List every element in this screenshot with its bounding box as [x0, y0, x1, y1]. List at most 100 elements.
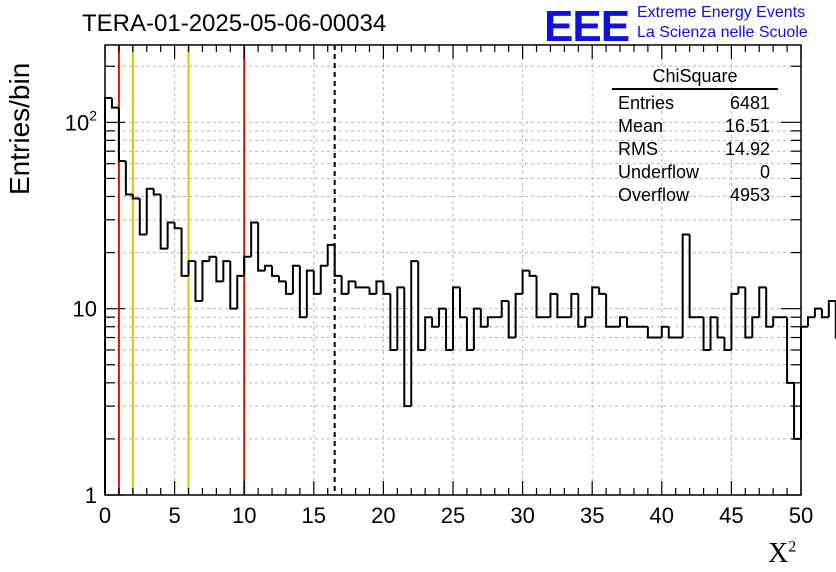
histogram-bin: [166, 221, 175, 249]
histogram-bin: [354, 281, 363, 289]
logo-line-2: La Scienza nelle Scuole: [637, 24, 808, 41]
histogram-bin: [793, 382, 801, 440]
x-tick-label: 25: [441, 503, 465, 528]
histogram-bin: [138, 198, 147, 236]
histogram-bin: [744, 287, 753, 339]
x-tick-label: 20: [371, 503, 395, 528]
histogram-bin: [410, 260, 419, 407]
stats-row: Entries 6481: [612, 93, 778, 116]
histogram-bin: [124, 161, 133, 196]
histogram-bin: [347, 280, 356, 294]
histogram-bin: [236, 274, 245, 309]
histogram-bin: [298, 265, 307, 319]
histogram-bin: [716, 317, 725, 339]
histogram-bin: [382, 281, 391, 295]
histogram-bin: [145, 187, 154, 235]
histogram-bin: [257, 222, 266, 272]
y-tick-label: 1: [85, 483, 97, 508]
histogram-bin: [131, 194, 140, 200]
histogram-bin: [730, 292, 739, 351]
histogram-bin: [723, 337, 732, 352]
histogram-bin: [424, 316, 433, 351]
histogram-bin: [180, 228, 189, 277]
histogram-bin: [660, 325, 669, 338]
y-tick-label-exp: 2: [89, 107, 97, 123]
eee-logo: EEE: [544, 2, 630, 51]
histogram-bin: [772, 316, 781, 327]
histogram-bin: [340, 275, 349, 295]
stats-row: RMS 14.92: [612, 139, 778, 162]
histogram-bin: [535, 275, 544, 319]
histogram-bin: [681, 233, 690, 338]
stats-row: Mean 16.51: [612, 116, 778, 139]
stats-value: 14.92: [724, 139, 770, 159]
histogram-bin: [417, 261, 426, 352]
histogram-bin: [194, 261, 203, 302]
histogram-bin: [117, 107, 126, 163]
histogram-bin: [806, 316, 815, 327]
histogram-bin: [528, 270, 537, 277]
histogram-bin: [702, 317, 711, 352]
histogram-bin: [264, 264, 273, 271]
y-axis-label: Entries/bin: [4, 62, 35, 195]
histogram-bin: [229, 261, 238, 310]
histogram-bin: [472, 307, 481, 351]
y-tick-label-base: 10: [65, 110, 89, 135]
histogram-bin: [646, 326, 655, 339]
histogram-bin: [375, 280, 384, 294]
histogram-bin: [458, 287, 467, 319]
histogram-bin: [521, 269, 530, 294]
stats-box: ChiSquare Entries 6481 Mean 16.51 RMS 14.92…: [612, 66, 778, 208]
stats-row: Overflow 4953: [612, 185, 778, 208]
histogram-bin: [813, 307, 822, 318]
histogram-bin: [758, 286, 767, 318]
histogram-bin: [452, 286, 460, 351]
histogram-bin: [827, 299, 836, 318]
histogram-bin: [278, 275, 286, 283]
histogram-bin: [333, 244, 342, 277]
x-axis-label-exp: 2: [788, 538, 797, 556]
stats-value: 16.51: [724, 116, 770, 136]
x-axis-label-base: X: [768, 538, 789, 569]
histogram-bin: [250, 221, 259, 257]
x-tick-label: 10: [232, 503, 256, 528]
histogram-bin: [110, 98, 119, 109]
histogram-bin: [305, 269, 314, 318]
histogram-bin: [765, 287, 774, 328]
stats-label: Mean: [618, 116, 664, 136]
stats-title: ChiSquare: [652, 66, 738, 86]
stats-value: 6481: [729, 93, 770, 113]
histogram-bin: [152, 188, 161, 196]
histogram-bin: [431, 317, 440, 328]
histogram-bin: [396, 286, 405, 351]
histogram-bin: [403, 287, 412, 408]
histogram-bin: [271, 265, 279, 277]
histogram-bin: [326, 243, 335, 266]
y-tick-label-base: 1: [85, 483, 97, 508]
histogram-bin: [104, 97, 112, 495]
x-tick-label: 50: [789, 503, 813, 528]
y-tick-label: 102: [65, 107, 97, 135]
x-tick-label: 40: [650, 503, 674, 528]
stats-label: Entries: [618, 93, 675, 113]
axes: [104, 44, 802, 496]
logo-line-1: Extreme Energy Events: [637, 4, 806, 21]
histogram-bin: [479, 308, 488, 328]
x-tick-label: 5: [168, 503, 180, 528]
stats-label: Overflow: [618, 185, 690, 205]
x-axis-label: X2: [768, 538, 796, 570]
histogram-bin: [751, 316, 760, 338]
histogram-bin: [201, 260, 210, 301]
x-tick-label: 35: [580, 503, 604, 528]
y-tick-label: 10: [73, 297, 97, 322]
stats-label: Underflow: [618, 162, 700, 182]
histogram-bin: [709, 316, 718, 351]
histogram-bin: [486, 316, 495, 327]
histogram-bin: [619, 316, 627, 327]
histogram-bin: [243, 255, 252, 276]
histogram-bin: [159, 194, 168, 250]
histogram-bin: [514, 292, 523, 338]
stats-value: 0: [759, 162, 770, 182]
histogram-bin: [500, 299, 509, 318]
